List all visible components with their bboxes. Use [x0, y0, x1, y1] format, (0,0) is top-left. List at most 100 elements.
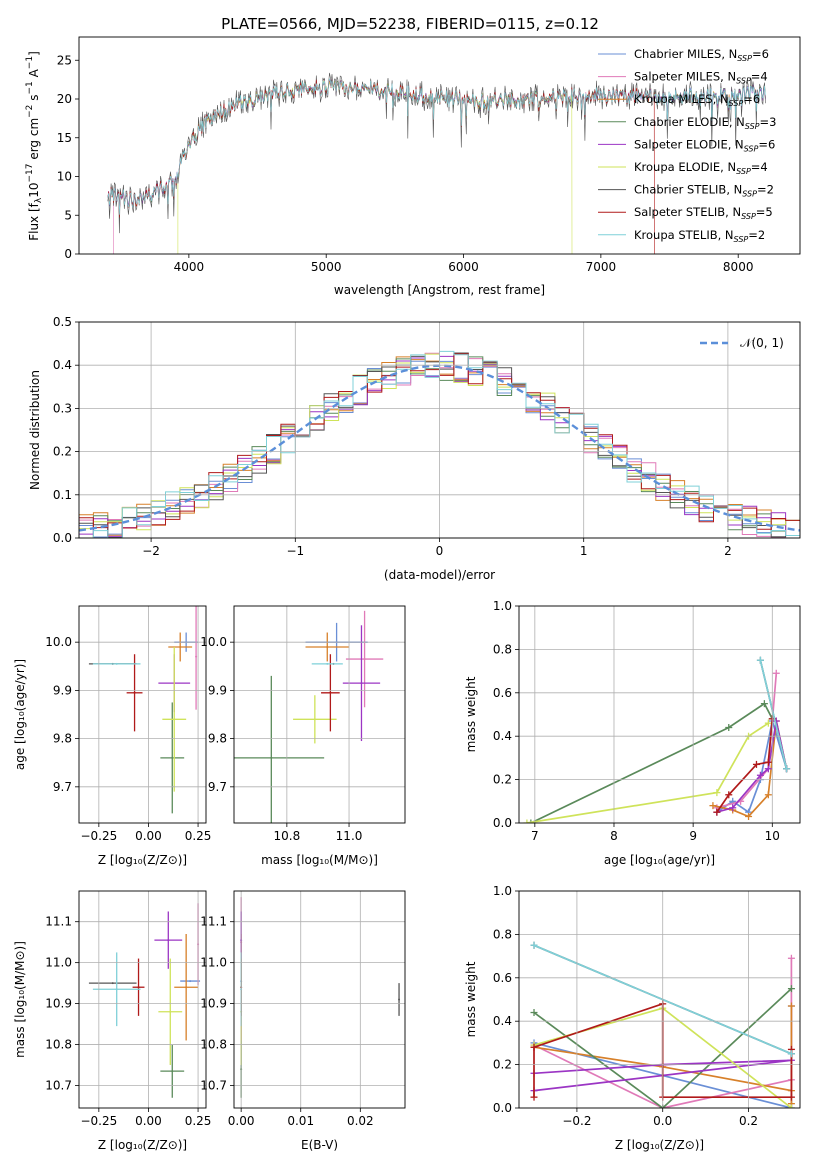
legend-entry: Kroupa ELODIE, NSSP=4: [634, 160, 768, 176]
legend-value: =4: [751, 160, 768, 174]
x-tick-label: 0.02: [347, 1114, 374, 1128]
axes-frame: [233, 605, 406, 824]
data-point: [115, 988, 118, 991]
plot-area: [88, 606, 199, 814]
x-axis-label: (data-model)/error: [384, 568, 495, 582]
y-tick-label: 9.8: [53, 732, 72, 746]
chart-mass-weight-vs-Z: −0.2 0.0 0.2 0.0 0.2 0.4 0.6 0.8 1.0 Z [log₁₀(Z/Z…: [464, 884, 801, 1152]
data-point: [398, 998, 401, 1001]
y-tick-label: 0.6: [493, 971, 512, 985]
axes-frame: [78, 321, 801, 539]
data-point: [115, 662, 118, 665]
y-tick-label: 10.9: [45, 997, 72, 1011]
legend-entry: Salpeter STELIB, NSSP=5: [634, 205, 773, 221]
y-axis-label-part: ]: [27, 51, 41, 56]
data-point: [185, 986, 188, 989]
y-tick-label: 0.0: [493, 816, 512, 830]
y-axis-label-part: λ: [34, 197, 44, 203]
series-line: [759, 660, 788, 769]
data-point: [137, 986, 140, 989]
legend-value: =4: [751, 70, 768, 84]
y-tick-label: 0.6: [493, 686, 512, 700]
y-axis-label-part: −2: [25, 105, 35, 118]
y-tick-label: 0.4: [53, 358, 72, 372]
plot-area: [234, 610, 384, 823]
y-tick-label: 9.7: [53, 780, 72, 794]
legend-entry: Kroupa STELIB, NSSP=2: [634, 228, 765, 244]
x-axis-label: Z [log₁₀(Z/Z⊙)]: [615, 1138, 704, 1152]
chart-age-vs-mass: 10.8 11.0 9.7 9.8 9.9 10.0 mass [log₁₀(M/M⊙)]: [200, 605, 406, 867]
data-point: [189, 980, 192, 983]
x-tick-label: 0.25: [185, 829, 212, 843]
y-tick-label: 0.2: [53, 445, 72, 459]
axes-frame: [78, 605, 207, 824]
y-tick-label: 9.9: [208, 683, 227, 697]
y-tick-label: 20: [57, 92, 72, 106]
data-point: [179, 645, 182, 648]
y-tick-label: 10.9: [200, 997, 227, 1011]
y-tick-label: 0.1: [53, 488, 72, 502]
legend-label: Salpeter ELODIE, N: [634, 137, 744, 151]
x-tick-label: 4000: [174, 260, 205, 274]
y-tick-label: 1.0: [493, 599, 512, 613]
legend-label: Chabrier MILES, N: [634, 47, 737, 61]
y-tick-label: 0.5: [53, 315, 72, 329]
x-tick-label: −0.25: [80, 1114, 117, 1128]
data-point: [270, 756, 273, 759]
y-tick-label: 9.7: [208, 780, 227, 794]
x-tick-label: 6000: [448, 260, 479, 274]
x-tick-label: −2: [142, 544, 160, 558]
y-axis-label-part: A: [27, 68, 41, 81]
plot-area: [523, 656, 791, 823]
x-axis-label: wavelength [Angstrom, rest frame]: [334, 283, 545, 297]
y-tick-label: 0.4: [493, 729, 512, 743]
data-point: [360, 682, 363, 685]
legend-label: Salpeter MILES, N: [634, 70, 736, 84]
data-point: [169, 1010, 172, 1013]
y-axis-label: Flux [fλ10−17 erg cm−2 s−1 A−1]: [25, 51, 44, 241]
legend-sub: SSP: [736, 167, 751, 176]
y-axis-label: age [log₁₀(age/yr)]: [13, 659, 27, 770]
x-tick-label: 1: [580, 544, 588, 558]
x-axis-label: Z [log₁₀(Z/Z⊙)]: [98, 853, 187, 867]
y-tick-label: 11.1: [200, 915, 227, 929]
series-line: [526, 722, 769, 823]
x-tick-label: 0.25: [185, 1114, 212, 1128]
legend-entry: Chabrier MILES, NSSP=6: [634, 47, 769, 63]
y-axis-label-part: erg cm: [27, 118, 41, 164]
y-tick-label: 0.8: [493, 927, 512, 941]
spectrum-line: [107, 72, 766, 234]
y-axis-label: mass [log₁₀(M/M⊙)]: [13, 941, 27, 1058]
y-tick-label: 9.8: [208, 732, 227, 746]
figure-title: PLATE=0566, MJD=52238, FIBERID=0115, z=0…: [221, 15, 599, 33]
y-tick-label: 10.7: [200, 1078, 227, 1092]
legend-label: Kroupa MILES, N: [634, 92, 729, 106]
legend-entry: Kroupa MILES, NSSP=6: [634, 92, 760, 108]
legend-entry: Salpeter MILES, NSSP=4: [634, 70, 768, 86]
y-tick-label: 0.0: [493, 1101, 512, 1115]
data-point: [326, 645, 329, 648]
data-point: [313, 718, 316, 721]
y-axis-label: mass weight: [464, 676, 478, 752]
chart-age-vs-Z: −0.25 0.00 0.25 9.7 9.8 9.9 10.0 Z [log₁₀(Z/Z⊙)…: [13, 605, 212, 867]
y-tick-label: 15: [57, 131, 72, 145]
y-axis-label: Normed distribution: [28, 370, 42, 490]
y-tick-label: 0.0: [53, 531, 72, 545]
y-axis-label-part: −17: [25, 164, 35, 183]
legend-sub: SSP: [742, 190, 757, 199]
data-point: [111, 982, 114, 985]
x-tick-label: 2: [724, 544, 732, 558]
legend-label: Kroupa STELIB, N: [634, 228, 734, 242]
legend-sub: SSP: [737, 54, 752, 63]
y-tick-label: 10.0: [45, 635, 72, 649]
plot-area: [88, 903, 201, 1098]
legend-entry: 𝒩(0, 1): [740, 336, 784, 350]
y-axis-label: mass weight: [464, 961, 478, 1037]
legend-value: =3: [760, 115, 777, 129]
chart-mass-vs-Z: −0.25 0.00 0.25 10.7 10.8 10.9 11.0 11.1 Z [log₁…: [13, 890, 212, 1152]
x-tick-label: 7: [531, 829, 539, 843]
y-tick-label: 10.7: [45, 1078, 72, 1092]
legend-value: =6: [758, 137, 775, 151]
y-axis-label-part: −1: [25, 81, 35, 94]
x-tick-label: 10.8: [273, 829, 300, 843]
